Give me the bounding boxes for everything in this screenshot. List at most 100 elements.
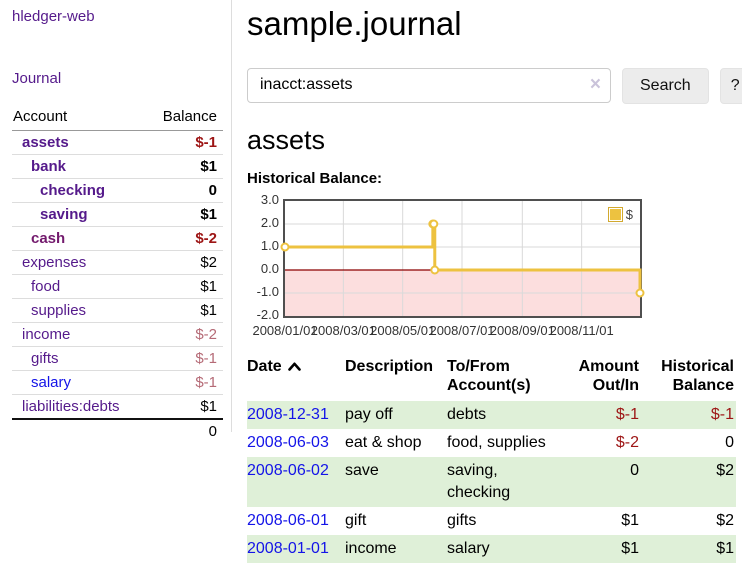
register-amount: 0 (559, 456, 639, 507)
account-row: checking 0 (12, 178, 223, 203)
register-row: 2008-06-02 save saving, checking 0 $2 (247, 456, 736, 507)
search-form: × Search ? (247, 67, 742, 104)
register-description: pay off (345, 400, 447, 429)
account-row: expenses $2 (12, 250, 223, 275)
page-title: sample.journal (247, 5, 462, 42)
account-balance: $1 (146, 394, 223, 420)
register-accounts: saving, checking (447, 456, 559, 507)
y-axis-label: 1.0 (260, 237, 279, 253)
account-row: bank $1 (12, 154, 223, 179)
y-axis-label: -2.0 (256, 306, 279, 322)
register-accounts: debts (447, 400, 559, 429)
register-amount: $1 (621, 511, 639, 529)
y-axis-label: 2.0 (260, 214, 279, 230)
account-link[interactable]: supplies (31, 302, 87, 319)
legend-swatch-icon (607, 206, 623, 222)
register-header-accounts: To/From Account(s) (447, 357, 531, 394)
account-row: income $-2 (12, 322, 223, 347)
y-axis-label: 0.0 (260, 260, 279, 276)
register-row: 2008-01-01 income salary $1 $1 (247, 534, 736, 563)
clear-search-icon[interactable]: × (589, 73, 601, 95)
main-content: sample.journal × Search ? assets Histori… (232, 0, 742, 563)
register-header-balance: Historical Balance (661, 357, 734, 394)
search-input[interactable] (247, 67, 611, 103)
register-amount: $-1 (559, 400, 639, 429)
register-date-link[interactable]: 2008-12-31 (247, 405, 329, 423)
account-heading: assets (247, 124, 326, 155)
register-balance: 0 (725, 433, 734, 451)
register-header-row: Date Description To/From Account(s) Amou… (247, 357, 736, 401)
account-link[interactable]: assets (22, 134, 69, 151)
register-balance: $2 (716, 511, 734, 529)
register-date-link[interactable]: 2008-01-01 (247, 539, 329, 557)
account-balance: $1 (146, 154, 223, 179)
x-axis-label: 2008/03/01 (310, 322, 376, 338)
register-row: 2008-06-03 eat & shop food, supplies $-2 0 (247, 429, 736, 457)
account-row: gifts $-1 (12, 346, 223, 371)
accounts-header-balance: Balance (146, 108, 223, 131)
account-row: saving $1 (12, 202, 223, 227)
account-row: supplies $1 (12, 298, 223, 323)
x-axis-label: 2008/07/01 (429, 322, 495, 338)
y-axis-label: -1.0 (256, 283, 279, 299)
register-header-amount: Amount Out/In (578, 357, 639, 394)
balance-chart: 3.0 2.0 1.0 0.0 -1.0 -2.0 $2008/01/01 2008/03/0… (247, 193, 727, 340)
x-axis-label: 2008/01/01 (252, 322, 318, 338)
account-balance: $1 (146, 202, 223, 227)
account-row: cash $-2 (12, 226, 223, 251)
account-balance: $-2 (146, 322, 223, 347)
account-row: liabilities:debts $1 (12, 394, 223, 420)
register-accounts: food, supplies (447, 433, 546, 451)
account-row: assets $-1 (12, 130, 223, 155)
account-link[interactable]: salary (31, 374, 72, 391)
account-balance: $2 (146, 250, 223, 275)
account-link[interactable]: saving (40, 206, 88, 223)
data-point-marker (280, 242, 290, 252)
register-row: 2008-06-01 gift gifts $1 $2 (247, 507, 736, 535)
accounts-total-value: 0 (146, 418, 223, 443)
register-description: income (345, 534, 447, 563)
journal-link[interactable]: Journal (12, 70, 62, 87)
register-description: save (345, 456, 447, 507)
account-link[interactable]: liabilities:debts (22, 398, 120, 415)
data-point-marker (429, 219, 439, 229)
help-button[interactable]: ? (719, 67, 742, 104)
account-balance: $1 (146, 298, 223, 323)
account-link[interactable]: income (22, 326, 71, 343)
accounts-header-account: Account (12, 108, 147, 131)
register-date-link[interactable]: 2008-06-02 (247, 461, 329, 479)
data-point-marker (430, 265, 440, 275)
register-date-link[interactable]: 2008-06-03 (247, 433, 329, 451)
register-header-description: Description (345, 357, 434, 375)
account-row: food $1 (12, 274, 223, 299)
chart-plot-area: $ (280, 198, 645, 318)
search-box: × (247, 67, 611, 104)
register-balance: $1 (639, 534, 736, 563)
account-link[interactable]: food (31, 278, 61, 295)
register-description: gift (345, 511, 367, 529)
account-balance: $-2 (146, 226, 223, 251)
brand-link[interactable]: hledger-web (12, 8, 95, 25)
register-row: 2008-12-31 pay off debts $-1 $-1 (247, 400, 736, 429)
account-balance: 0 (146, 178, 223, 203)
register-header-date-label: Date (247, 357, 282, 375)
register-accounts: gifts (447, 511, 477, 529)
search-button[interactable]: Search (622, 67, 709, 104)
account-link[interactable]: cash (31, 230, 66, 247)
account-balance: $1 (146, 274, 223, 299)
account-balance: $-1 (146, 370, 223, 395)
account-balance: $-1 (146, 346, 223, 371)
register-description: eat & shop (345, 433, 422, 451)
account-row: salary $-1 (12, 370, 223, 395)
x-axis-label: 2008/05/01 (370, 322, 436, 338)
x-axis-label: 2008/09/01 (489, 322, 555, 338)
data-point-marker (635, 288, 645, 298)
accounts-table: Account Balance assets $-1 bank $1 checking 0… (12, 108, 223, 443)
accounts-total-row: 0 (12, 418, 223, 443)
register-date-link[interactable]: 2008-06-01 (247, 511, 329, 529)
account-link[interactable]: checking (40, 182, 106, 199)
account-link[interactable]: expenses (22, 254, 87, 271)
account-link[interactable]: gifts (31, 350, 59, 367)
account-link[interactable]: bank (31, 158, 67, 175)
legend-label: $ (625, 206, 633, 222)
